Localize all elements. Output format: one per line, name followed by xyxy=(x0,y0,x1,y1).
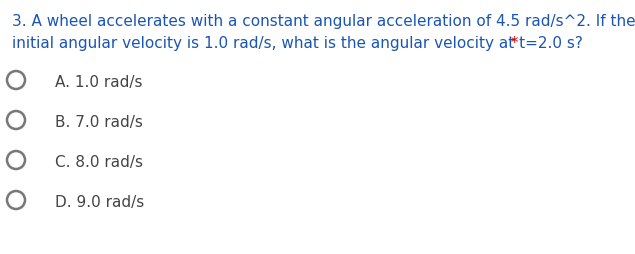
Text: A. 1.0 rad/s: A. 1.0 rad/s xyxy=(55,75,142,90)
Text: 3. A wheel accelerates with a constant angular acceleration of 4.5 rad/s^2. If t: 3. A wheel accelerates with a constant a… xyxy=(12,14,635,29)
Text: *: * xyxy=(505,36,518,51)
Text: D. 9.0 rad/s: D. 9.0 rad/s xyxy=(55,194,144,209)
Text: initial angular velocity is 1.0 rad/s, what is the angular velocity at t=2.0 s?: initial angular velocity is 1.0 rad/s, w… xyxy=(12,36,583,51)
Text: C. 8.0 rad/s: C. 8.0 rad/s xyxy=(55,154,143,169)
Text: B. 7.0 rad/s: B. 7.0 rad/s xyxy=(55,115,143,130)
